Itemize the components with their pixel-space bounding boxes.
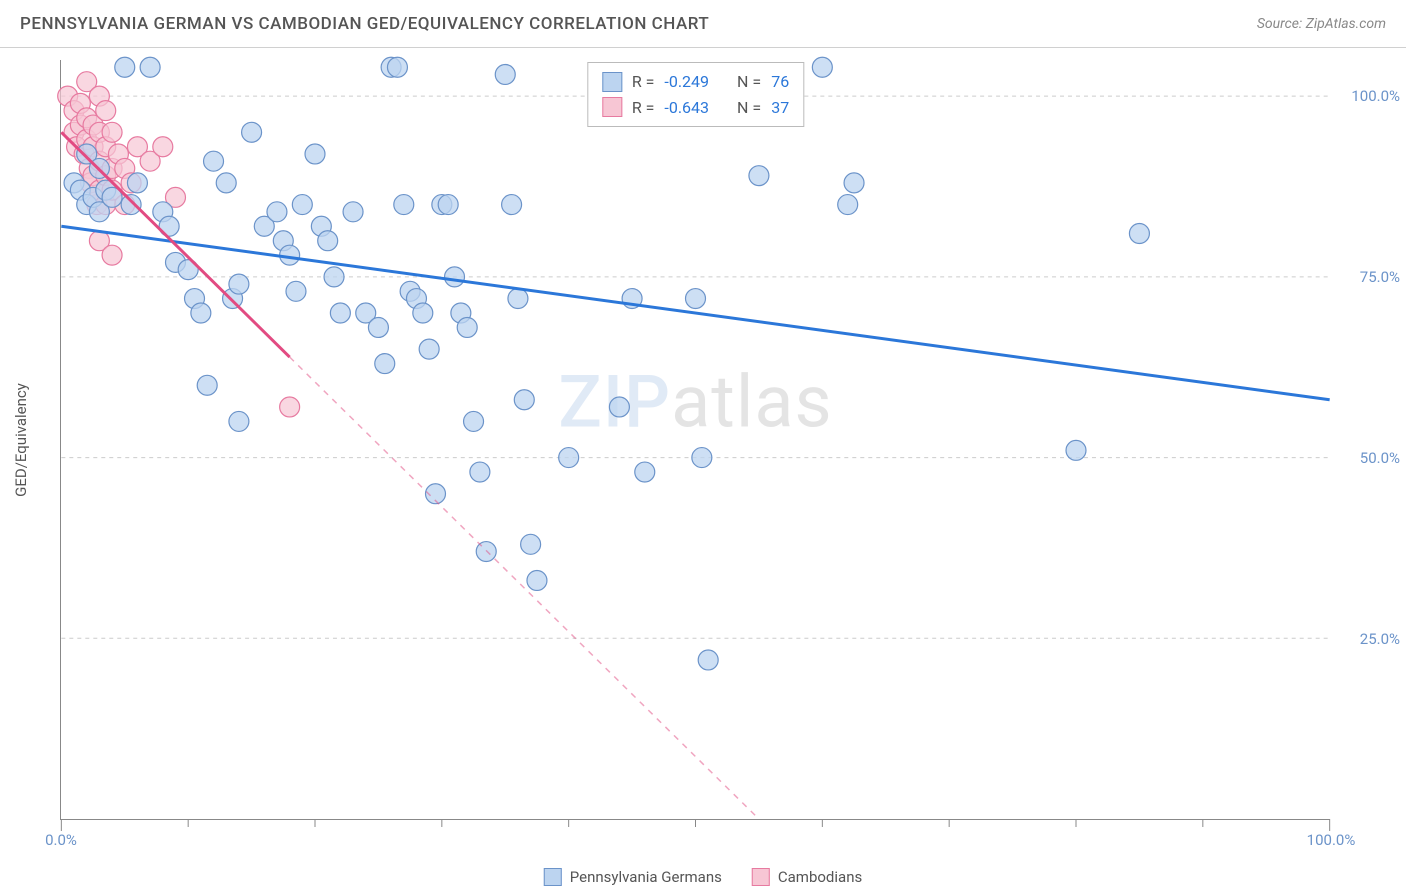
r-value-0: -0.249 [664,69,709,95]
bottom-legend-swatch-0 [544,868,562,886]
y-tick-label: 75.0% [1360,268,1400,286]
bottom-legend-item-1: Cambodians [752,868,862,886]
y-axis-label: GED/Equivalency [12,383,30,497]
n-prefix-1: N = [737,95,761,121]
y-tick-label: 25.0% [1360,630,1400,648]
stat-legend-row-1: R = -0.643 N = 37 [602,95,789,121]
n-prefix-0: N = [737,69,761,95]
x-tick-label: 0.0% [45,831,77,849]
chart-container: PENNSYLVANIA GERMAN VS CAMBODIAN GED/EQU… [0,0,1406,892]
title-bar: PENNSYLVANIA GERMAN VS CAMBODIAN GED/EQU… [0,0,1406,48]
bottom-legend-label-0: Pennsylvania Germans [570,868,722,886]
bottom-legend-swatch-1 [752,868,770,886]
bottom-legend: Pennsylvania Germans Cambodians [544,868,862,886]
n-value-0: 76 [771,69,789,95]
plot-area: ZIPatlas GED/Equivalency R = -0.249 N = … [60,60,1330,820]
y-tick-label: 100.0% [1351,87,1400,105]
legend-swatch-1 [602,97,622,117]
bottom-legend-item-0: Pennsylvania Germans [544,868,722,886]
chart-title: PENNSYLVANIA GERMAN VS CAMBODIAN GED/EQU… [20,14,709,34]
r-prefix-0: R = [632,69,655,95]
n-value-1: 37 [771,95,789,121]
stat-legend: R = -0.249 N = 76 R = -0.643 N = 37 [587,62,804,127]
bottom-legend-label-1: Cambodians [778,868,862,886]
x-tick-label: 100.0% [1307,831,1356,849]
plot-svg [61,60,1330,819]
r-value-1: -0.643 [664,95,709,121]
r-prefix-1: R = [632,95,655,121]
stat-legend-row-0: R = -0.249 N = 76 [602,69,789,95]
chart-source: Source: ZipAtlas.com [1257,16,1386,32]
legend-swatch-0 [602,72,622,92]
y-tick-label: 50.0% [1360,449,1400,467]
